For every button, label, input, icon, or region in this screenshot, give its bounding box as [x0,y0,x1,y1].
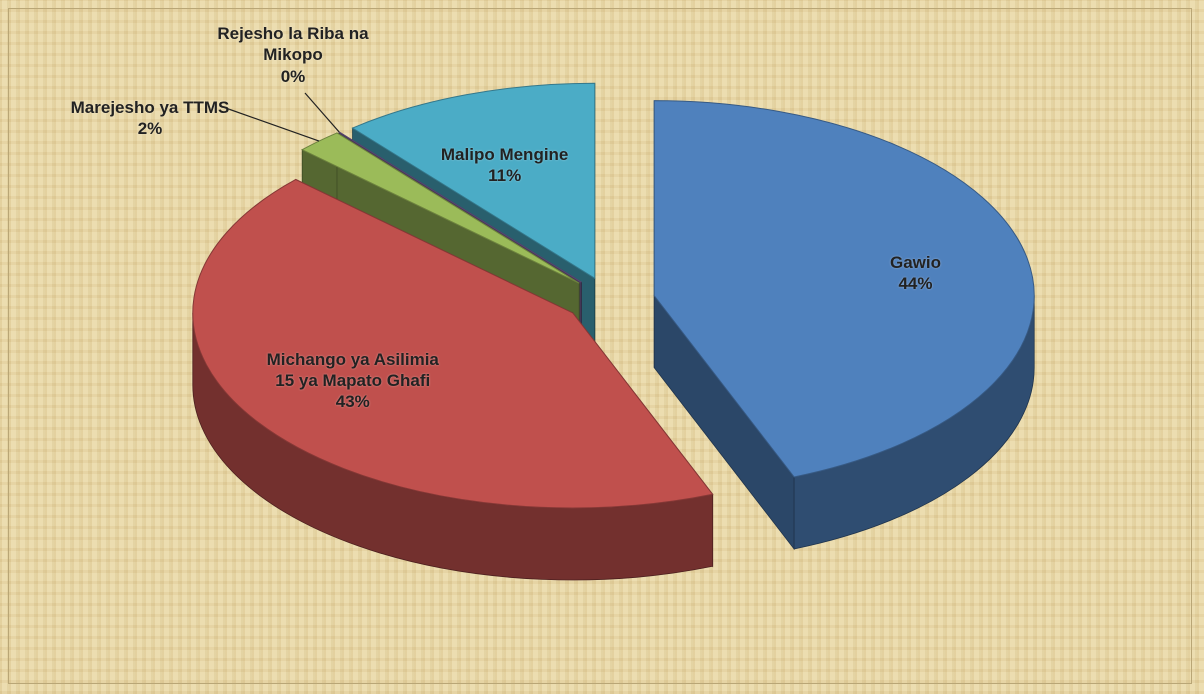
category-label: Marejesho ya TTMS [70,97,230,117]
value-label: 44% [898,274,933,294]
value-label: 0% [280,66,306,86]
data-label: Malipo Mengine 11% [400,143,610,186]
slice-top [351,82,596,280]
category-label: Michango ya Asilimia 15 ya Mapato Ghafi [266,350,439,391]
slice-top [338,131,582,283]
data-label: Rejesho la Riba na Mikopo 0% [188,23,398,87]
value-label: 11% [488,165,522,185]
leader-line [304,92,340,133]
category-label: Malipo Mengine [440,144,569,164]
data-label: Marejesho ya TTMS 2% [45,97,255,140]
value-label: 2% [137,119,163,138]
leader-line [219,105,320,142]
data-label: Michango ya Asilimia 15 ya Mapato Ghafi 4… [248,349,458,413]
pie-slice [192,178,714,581]
category-label: Gawio [889,252,941,272]
plot-frame [8,8,1192,684]
data-label: Gawio 44% [810,252,1020,295]
value-label: 43% [335,392,370,412]
slice-top [192,178,714,509]
slice-top [653,100,1035,478]
pie-slice [653,100,1035,551]
category-label: Rejesho la Riba na Mikopo [217,24,369,65]
